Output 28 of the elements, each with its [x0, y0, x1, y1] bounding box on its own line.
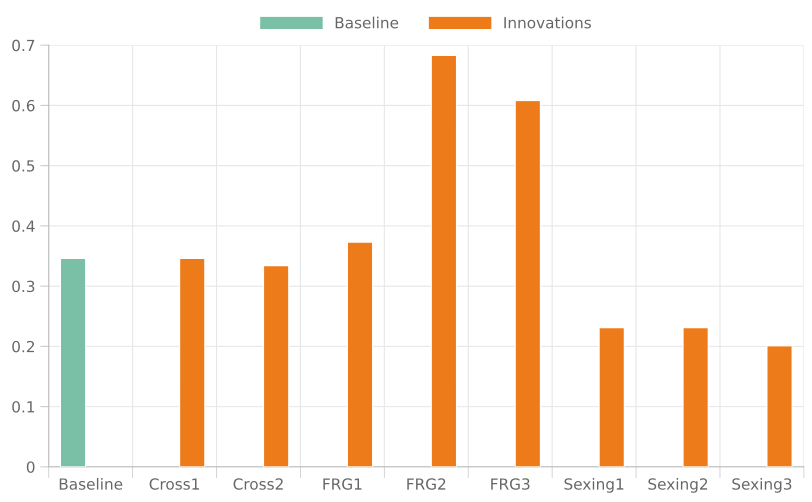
legend-label: Innovations: [504, 16, 591, 28]
bar: [60, 258, 86, 467]
x-tick-label: FRG2: [407, 478, 446, 490]
y-tick-label: 0.2: [12, 340, 34, 352]
y-tick-label: 0.3: [12, 280, 34, 292]
x-tick-label: FRG1: [323, 478, 362, 490]
x-tick-label: FRG3: [491, 478, 530, 490]
x-tick-label: Sexing2: [648, 478, 708, 493]
x-tick-label: Baseline: [60, 478, 122, 490]
x-tick-label: Cross1: [150, 478, 199, 490]
bar: [179, 258, 206, 467]
y-tick-label: 0.7: [12, 40, 34, 52]
y-tick-label: 0.6: [12, 100, 35, 112]
legend-label: Baseline: [336, 16, 398, 28]
bar: [346, 242, 374, 467]
bar: [598, 327, 625, 467]
y-tick-label: 0.5: [12, 160, 34, 172]
x-tick-label: Sexing3: [732, 478, 792, 493]
bar: [514, 100, 541, 467]
bar: [766, 345, 793, 467]
y-tick-label: 0: [26, 461, 35, 473]
bar: [262, 265, 290, 467]
y-tick-label: 0.4: [12, 220, 35, 232]
bar: [430, 54, 458, 467]
x-tick-label: Sexing1: [564, 478, 624, 493]
bar: [682, 327, 709, 467]
y-tick-label: 0.1: [12, 401, 34, 413]
x-tick-label: Cross2: [234, 478, 283, 490]
